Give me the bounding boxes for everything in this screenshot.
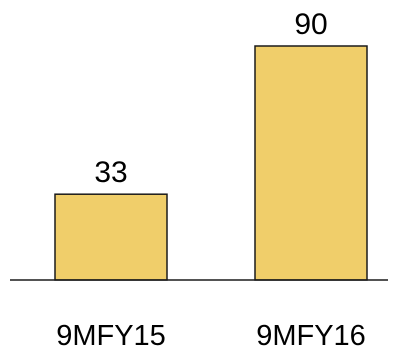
data-label-9mfy15: 33: [94, 156, 127, 189]
bar-9mfy15: [54, 193, 168, 281]
category-labels-group: 9MFY15 9MFY16: [56, 320, 366, 352]
category-label-9mfy15: 9MFY15: [56, 320, 166, 352]
data-labels-group: 33 90: [94, 8, 327, 189]
category-label-9mfy16: 9MFY16: [256, 320, 366, 352]
bar-9mfy16: [254, 45, 368, 281]
data-label-9mfy16: 90: [294, 8, 327, 41]
bars-group: [54, 45, 368, 281]
